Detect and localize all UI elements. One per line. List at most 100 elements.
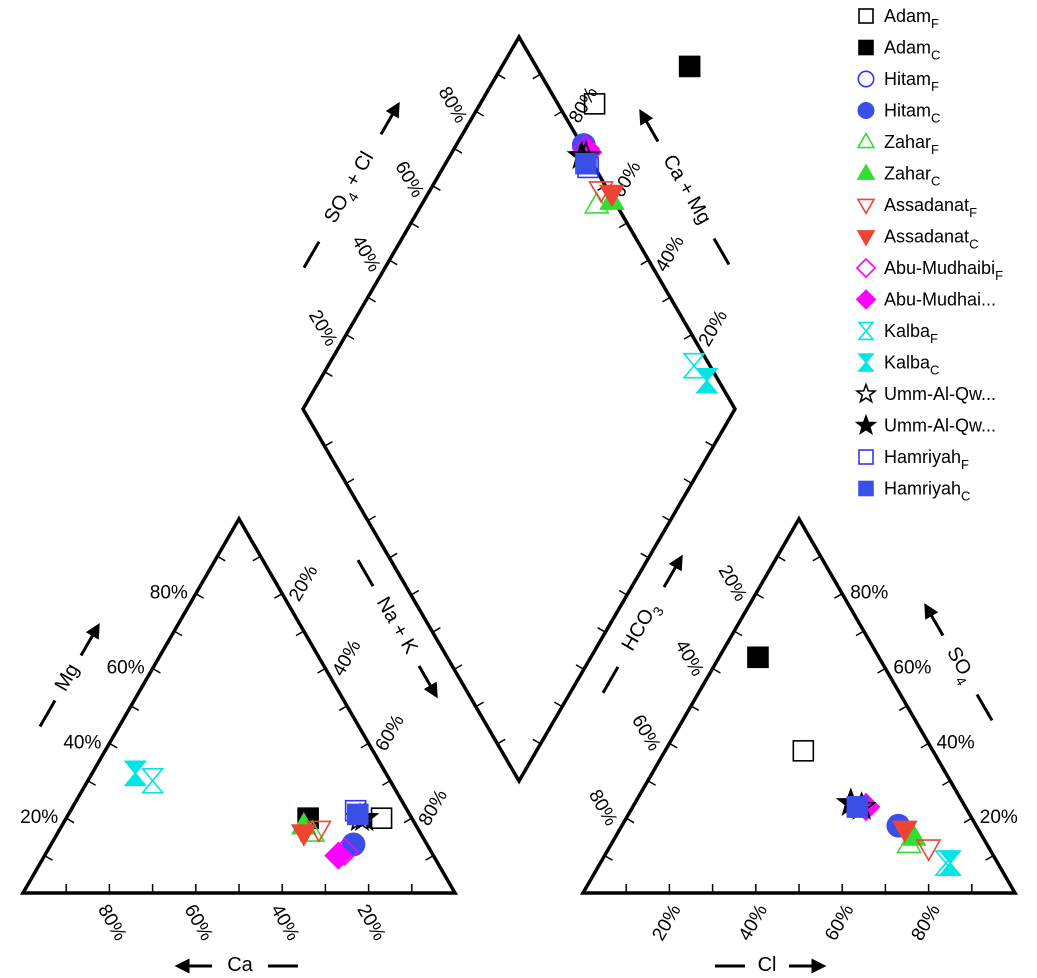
anion-left-tick xyxy=(733,630,743,637)
legend-marker-diamond xyxy=(855,257,877,279)
diamond-ul-tick xyxy=(497,73,506,80)
legend-label: AdamF xyxy=(884,6,939,31)
anion-left-tick xyxy=(712,667,721,674)
data-point-square-diamond xyxy=(583,93,606,115)
axis-camg-line-b xyxy=(712,237,731,266)
legend-entry: Abu-Mudhai... xyxy=(855,289,996,310)
cation-left-tick xyxy=(130,705,140,712)
diamond-lr-tick xyxy=(683,478,693,485)
anion-left-tick xyxy=(669,742,678,749)
data-point-square-diamond xyxy=(678,55,701,78)
data-point-square-cation xyxy=(346,803,369,826)
cation-right-tick xyxy=(295,630,305,637)
diamond-ur-tick xyxy=(662,296,671,303)
diamond-ul-tick xyxy=(453,147,463,154)
diamond-ur-tick xyxy=(683,333,693,340)
legend-label: ZaharF xyxy=(884,132,939,157)
diamond-ll-tick xyxy=(453,664,463,671)
anion-right-tick xyxy=(985,854,994,861)
legend-label: HamriyahC xyxy=(884,478,970,503)
data-point-triangle-down-anion xyxy=(915,839,942,862)
axis-nak-line-b xyxy=(417,665,438,699)
legend-marker-triangle-down xyxy=(856,230,876,247)
tick-label-so4: 80% xyxy=(850,583,888,604)
cation-left-tick xyxy=(217,555,226,562)
diamond-lr-tick xyxy=(662,515,671,522)
data-point-square-cation xyxy=(370,807,393,829)
diamond-lr-tick xyxy=(705,441,714,447)
data-point-square-anion xyxy=(747,646,769,669)
anion-right-tick xyxy=(834,593,843,599)
axis-camg-text: Ca + Mg xyxy=(658,151,715,228)
tick-label-hco3: 20% xyxy=(714,562,751,606)
legend-marker-triangle-up xyxy=(856,131,876,149)
legend-label: HitamF xyxy=(884,69,939,94)
tick-label-camg: 20% xyxy=(695,307,732,351)
tick-label-hco3: 40% xyxy=(670,637,707,681)
tick-label-nak: 20% xyxy=(285,562,322,606)
data-point-hourglass-anion xyxy=(938,850,962,876)
legend-entry: AdamC xyxy=(858,37,940,62)
tick-label-cl: 20% xyxy=(648,901,685,945)
legend-label: KalbaF xyxy=(884,321,938,346)
tick-label-mg: 40% xyxy=(63,732,101,753)
axis-cl-text: Cl xyxy=(758,954,777,976)
data-point-square-anion xyxy=(846,796,869,818)
cation-right-tick xyxy=(382,780,391,786)
tick-label-ca: 60% xyxy=(180,901,217,945)
cation-left-tick xyxy=(195,593,204,599)
anion-left-tick xyxy=(625,817,635,824)
diamond-ll-tick xyxy=(345,478,355,485)
tick-label-so4cl: 40% xyxy=(347,232,384,276)
legend-marker-triangle-up xyxy=(856,163,876,180)
tick-label-ca: 20% xyxy=(352,901,389,945)
data-point-hourglass-cation xyxy=(123,760,148,787)
anion-right-tick xyxy=(963,817,973,824)
diamond-ll-tick xyxy=(367,515,376,522)
axis-mg-line-b xyxy=(79,623,100,657)
data-point-triangle-down-cation xyxy=(290,824,317,847)
data-point-triangle-down-cation xyxy=(306,820,332,844)
cation-right-tick xyxy=(317,667,326,674)
axis-so4-text: SO4 xyxy=(938,643,979,688)
legend-label: KalbaC xyxy=(884,352,939,377)
legend-entry: HitamC xyxy=(857,100,940,125)
diamond-ll-tick xyxy=(389,552,398,559)
legend-label: HamriyahF xyxy=(884,447,969,472)
legend-marker-diamond xyxy=(855,289,877,310)
diamond-ul-tick xyxy=(324,371,333,377)
legend-marker-circle xyxy=(857,102,875,120)
data-point-diamond-cation xyxy=(324,841,353,870)
legend-entry: ZaharC xyxy=(856,163,940,188)
tick-label-so4cl: 20% xyxy=(304,307,341,351)
legend-entry: HitamF xyxy=(857,69,939,94)
diamond-lr-tick xyxy=(618,589,628,596)
cation-right-tick xyxy=(252,555,261,562)
legend-entry: HamriyahF xyxy=(858,447,969,472)
data-point-square-diamond xyxy=(575,152,597,175)
diamond-lr-tick xyxy=(554,701,563,708)
legend-entry: AdamF xyxy=(858,6,939,31)
legend-entry: AssadanatC xyxy=(856,226,978,251)
tick-label-mg: 60% xyxy=(107,658,145,679)
legend-marker-square xyxy=(858,39,874,56)
tick-label-nak: 40% xyxy=(328,636,365,680)
anion-right-tick xyxy=(898,705,908,712)
legend-marker-triangle-down xyxy=(856,198,876,216)
axis-so4cl-text: SO4 + Cl xyxy=(320,148,382,229)
diamond-lr-tick xyxy=(532,738,541,745)
legend-entry: Umm-Al-Qw... xyxy=(854,382,996,404)
diamond-ul-tick xyxy=(389,259,398,266)
axis-hco3-line-a xyxy=(601,666,620,694)
axis-mg: Mg xyxy=(38,623,100,728)
anion-triangle xyxy=(579,515,1019,895)
axis-ca: Ca xyxy=(174,954,298,976)
legend-marker-circle xyxy=(857,70,875,88)
axis-so4cl-line-a xyxy=(302,240,321,269)
legend-entry: HamriyahC xyxy=(858,478,970,503)
anion-left-tick xyxy=(690,705,700,712)
diamond-ul-tick xyxy=(410,222,420,229)
central-diamond xyxy=(300,33,738,785)
anion-right-tick xyxy=(855,630,865,637)
